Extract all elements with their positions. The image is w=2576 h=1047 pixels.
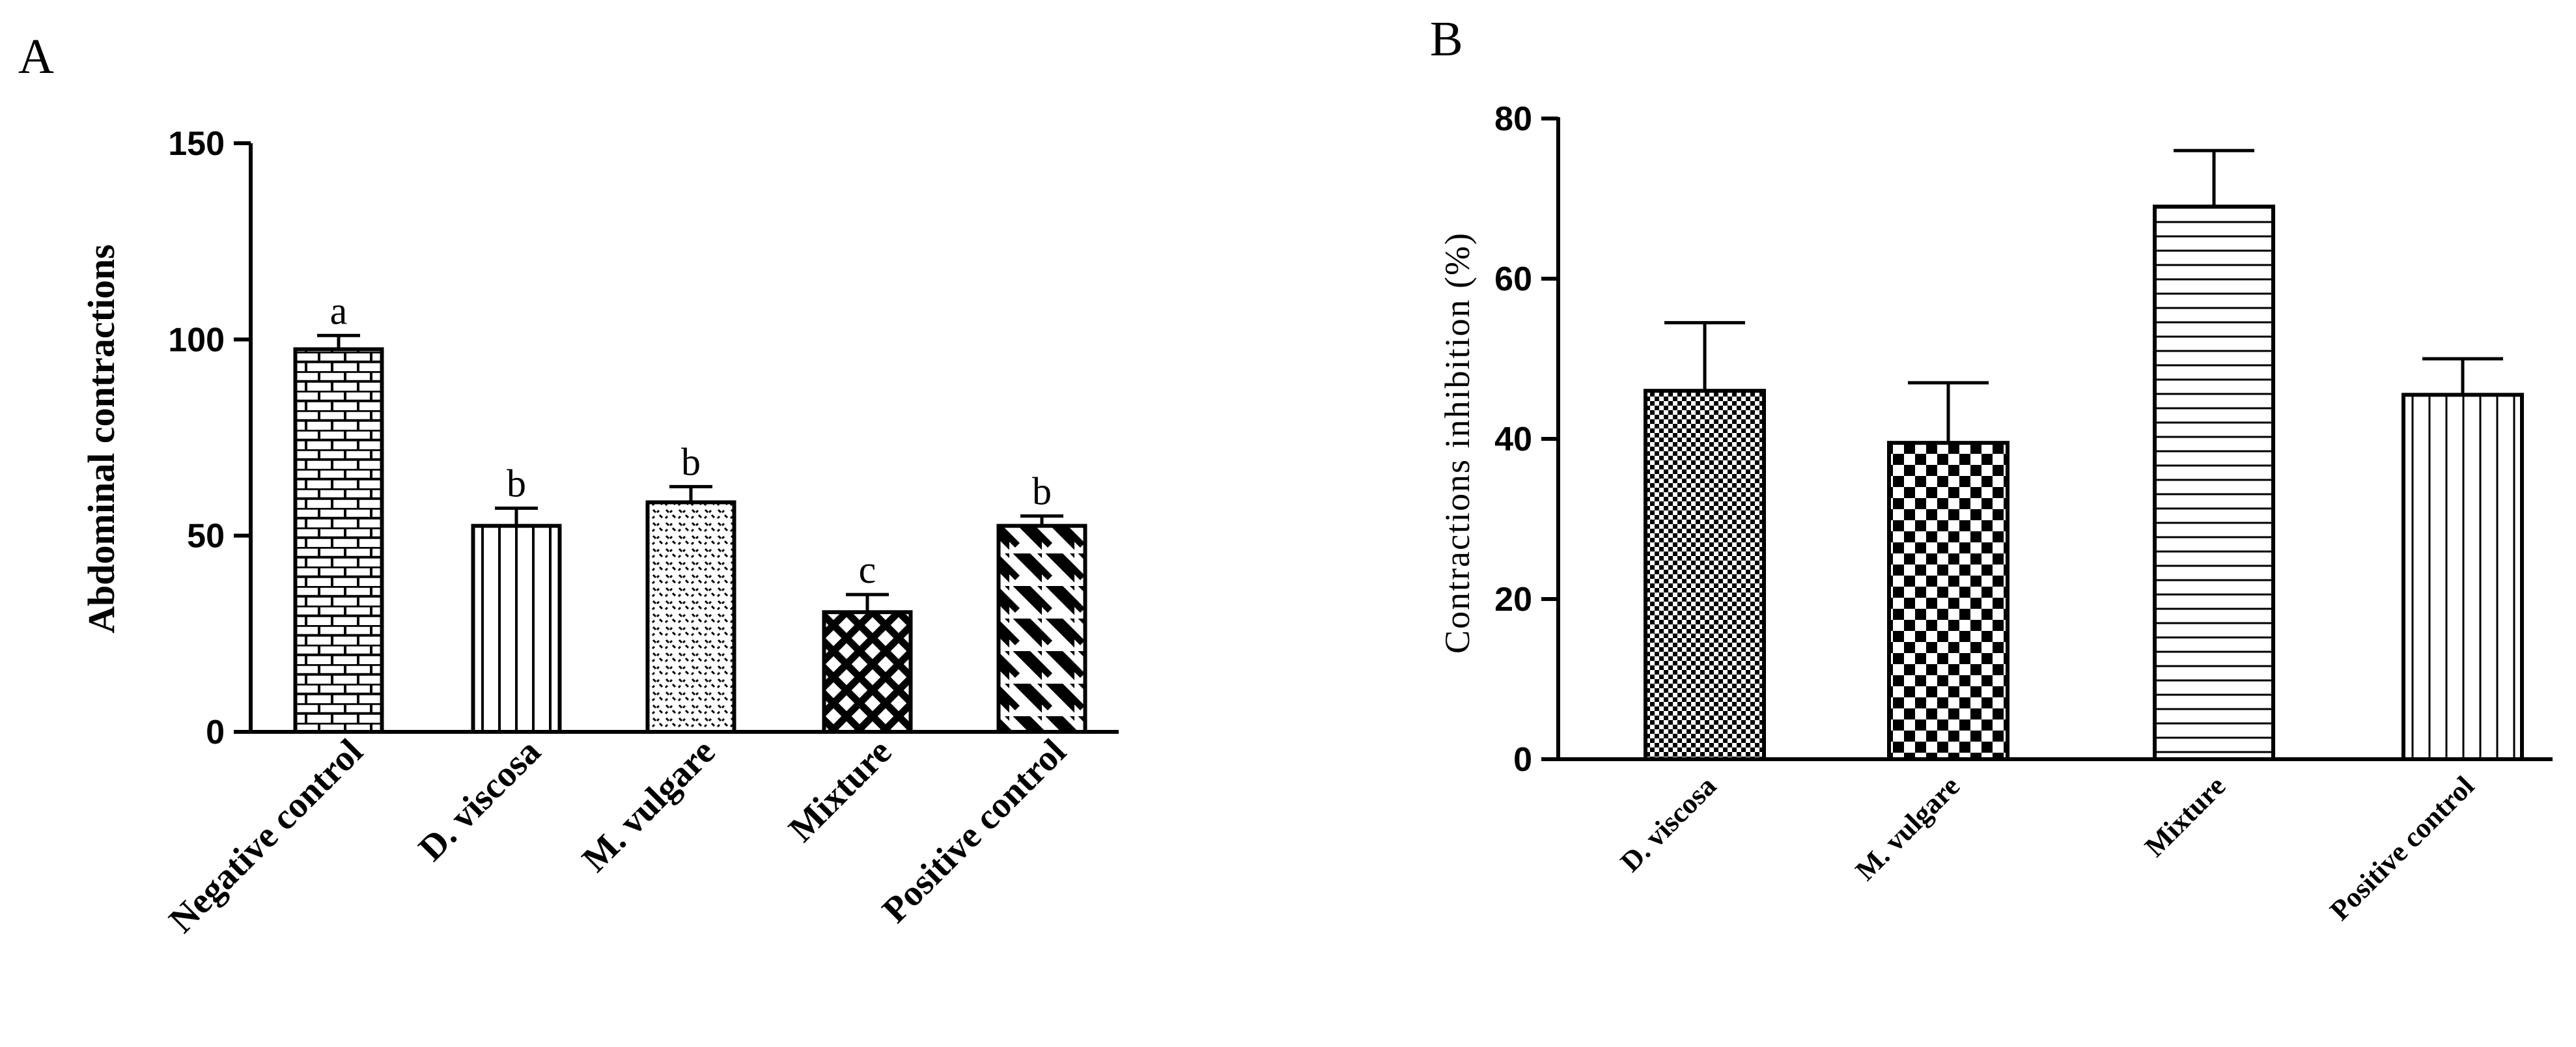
- x-tick-label-a-m-vulgare: M. vulgare: [574, 731, 723, 880]
- y-tick-label-b-20: 20: [1494, 581, 1532, 619]
- x-tick-label-b-positive-control: Positive control: [2323, 770, 2480, 927]
- x-tick-label-b-d-viscosa: D. viscosa: [1614, 770, 1722, 878]
- panel-a-label: A: [18, 29, 54, 84]
- bar-b-d-viscosa: [1644, 389, 1766, 761]
- x-tick-label-b-mixture: Mixture: [2138, 770, 2232, 863]
- panel-b: B Contractions inhibition (%) 020406080 …: [1430, 12, 2553, 927]
- panel-b-label: B: [1430, 12, 1463, 66]
- y-tick-label-a-100: 100: [168, 321, 225, 359]
- x-tick-label-a-d-viscosa: D. viscosa: [411, 731, 548, 869]
- bar-a-negative-control: [293, 347, 384, 734]
- bar-b-m-vulgare: [1887, 441, 2009, 762]
- y-tick-label-a-150: 150: [168, 125, 225, 163]
- significance-letter-a-negative-control: a: [330, 289, 348, 332]
- y-tick-label-a-0: 0: [206, 714, 225, 751]
- x-tick-label-b-m-vulgare: M. vulgare: [1849, 770, 1966, 886]
- x-tick-label-a-negative-control: Negative control: [161, 731, 371, 940]
- bar-a-d-viscosa: [471, 524, 562, 734]
- significance-letter-a-d-viscosa: b: [507, 462, 526, 505]
- bar-b-positive-control: [2401, 393, 2524, 761]
- significance-letter-a-mixture: c: [859, 548, 876, 591]
- x-tick-label-a-positive-control: Positive control: [875, 731, 1074, 930]
- y-axis-title-b: Contractions inhibition (%): [1438, 232, 1477, 654]
- bar-a-mixture: [822, 610, 913, 734]
- bar-a-positive-control: [996, 524, 1087, 734]
- y-tick-label-b-60: 60: [1494, 260, 1532, 298]
- significance-letter-a-m-vulgare: b: [681, 440, 701, 483]
- y-tick-label-b-0: 0: [1513, 741, 1532, 779]
- bar-b-mixture: [2153, 204, 2275, 761]
- y-tick-label-b-80: 80: [1494, 100, 1532, 138]
- panel-a: A Abdominal contractions a b b c b 0 50 100 150…: [18, 29, 1119, 941]
- significance-letter-a-positive-control: b: [1032, 470, 1052, 513]
- y-axis-title-a: Abdominal contractions: [80, 244, 122, 634]
- x-tick-label-a-mixture: Mixture: [781, 731, 900, 850]
- y-tick-label-a-50: 50: [187, 518, 225, 555]
- bar-a-m-vulgare: [645, 500, 736, 734]
- y-tick-label-b-40: 40: [1494, 421, 1532, 458]
